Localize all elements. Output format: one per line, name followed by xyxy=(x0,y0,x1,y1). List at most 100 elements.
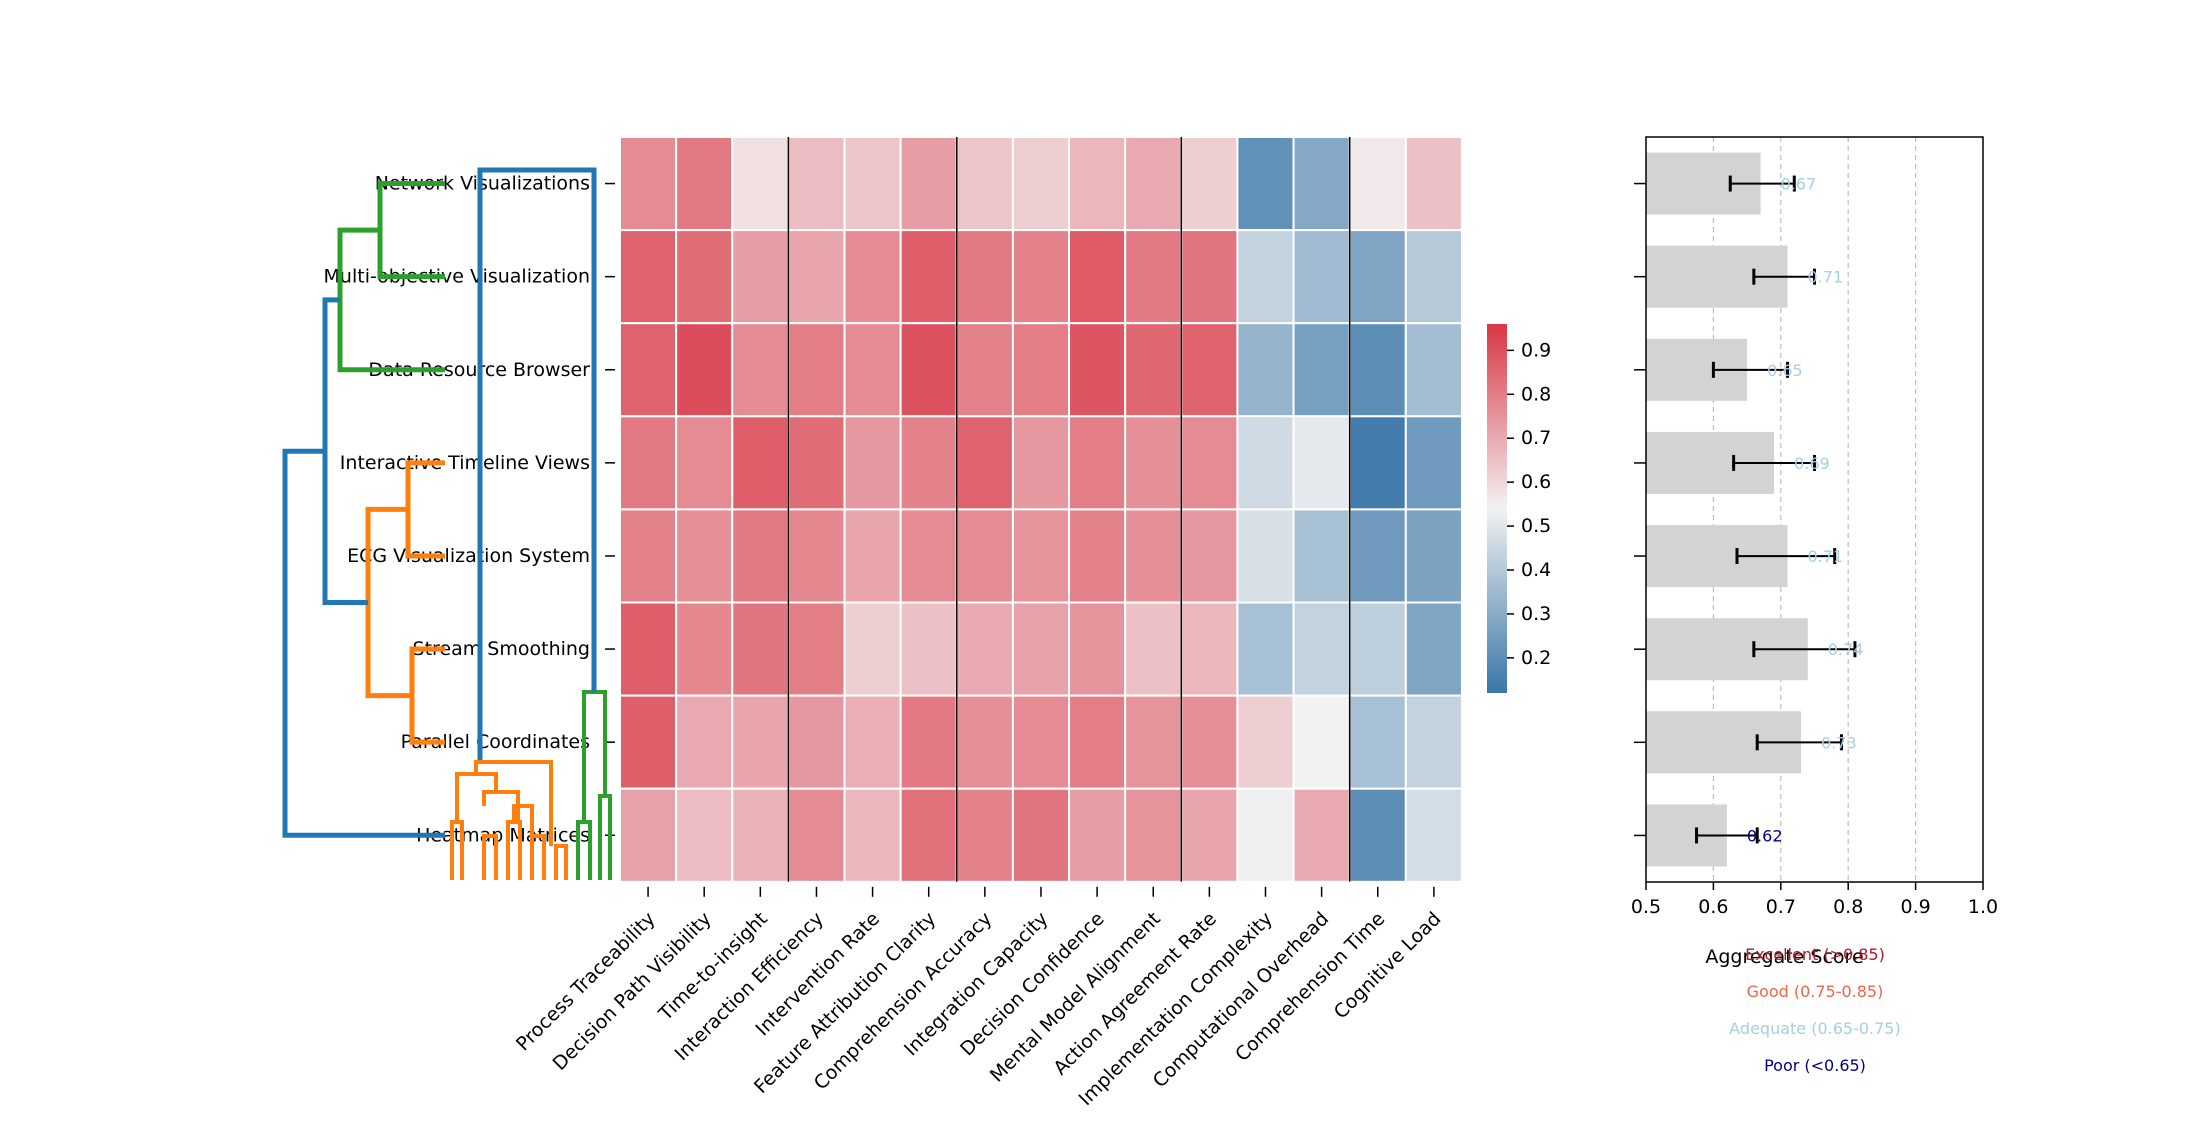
heatmap-cell xyxy=(675,322,734,418)
dendrogram-link xyxy=(405,460,445,559)
heatmap-cell xyxy=(1236,322,1295,418)
heatmap-cell xyxy=(955,508,1014,604)
legend-entry: Adequate (0.65-0.75) xyxy=(1729,1019,1900,1038)
heatmap-cell xyxy=(899,508,958,604)
heatmap-cell xyxy=(675,601,734,697)
column-dendrogram-link xyxy=(482,834,498,880)
dendrogram-link xyxy=(377,181,445,280)
column-dendrogram-link xyxy=(477,167,597,760)
heatmap-cell xyxy=(843,415,902,511)
plot-frame xyxy=(1645,136,1984,883)
heatmap-cell xyxy=(619,601,678,697)
heatmap-cell xyxy=(1348,229,1407,325)
dendrogram-link xyxy=(409,646,445,745)
heatmap-cell xyxy=(1124,508,1183,604)
heatmap-cell xyxy=(1011,508,1071,604)
heatmap-cell xyxy=(619,787,678,883)
x-tick-label: 1.0 xyxy=(1968,896,1998,918)
heatmap-cell xyxy=(619,694,678,790)
column-dendrogram-link xyxy=(554,844,568,880)
heatmap-cell xyxy=(1180,694,1239,790)
heatmap-cell xyxy=(1124,229,1183,325)
heatmap-cell xyxy=(1292,136,1351,232)
heatmap-cell xyxy=(899,229,958,325)
heatmap-cell xyxy=(1180,601,1239,697)
colorbar: 0.2 0.3 0.4 0.5 0.6 0.7 0.8 0.9 xyxy=(1487,324,1551,693)
colorbar-tick-label: 0.3 xyxy=(1521,603,1551,625)
heatmap-cell xyxy=(787,322,846,418)
heatmap-cell xyxy=(1404,508,1463,604)
heatmap-cell xyxy=(899,601,958,697)
heatmap-cell xyxy=(1180,415,1239,511)
heatmap-cell xyxy=(619,322,678,418)
heatmap-cell xyxy=(1124,787,1183,883)
value-label: 0.65 xyxy=(1767,361,1803,380)
heatmap-cell xyxy=(731,322,790,418)
heatmap-cell xyxy=(787,787,846,883)
heatmap-cell xyxy=(731,694,790,790)
dendrogram-link xyxy=(337,227,445,373)
heatmap-cell xyxy=(1011,136,1071,232)
row-dendrogram xyxy=(282,181,445,838)
heatmap-cell xyxy=(1236,694,1295,790)
heatmap-cell xyxy=(899,322,958,418)
aggregate-score-chart: 0.67 0.71 0.65 0.69 0.71 0.74 0.73 0.62 0.5 0.6 0.… xyxy=(1631,136,1998,1075)
heatmap-cell xyxy=(1292,787,1351,883)
heatmap-cell xyxy=(731,601,790,697)
heatmap-cell xyxy=(1292,229,1351,325)
column-dendrogram-link xyxy=(474,760,553,846)
column-dendrogram-link xyxy=(530,834,546,880)
heatmap-cell xyxy=(1236,601,1295,697)
x-tick-label: 0.6 xyxy=(1698,896,1728,918)
heatmap-cell xyxy=(955,229,1014,325)
heatmap-cell xyxy=(1348,322,1407,418)
heatmap-cell xyxy=(1180,508,1239,604)
colorbar-tick-label: 0.4 xyxy=(1521,559,1551,581)
heatmap-cell xyxy=(1404,229,1463,325)
heatmap-cell xyxy=(1124,136,1183,232)
heatmap-cell xyxy=(1348,787,1407,883)
heatmap-cell xyxy=(675,136,734,232)
heatmap-cell xyxy=(787,694,846,790)
column-dendrogram-link xyxy=(455,772,498,822)
legend-entry: Poor (<0.65) xyxy=(1764,1056,1866,1075)
x-tick-label: 0.8 xyxy=(1833,896,1863,918)
heatmap-cell xyxy=(1011,415,1071,511)
heatmap-cell xyxy=(955,322,1014,418)
value-label: 0.74 xyxy=(1828,640,1864,659)
heatmap-cell xyxy=(843,508,902,604)
heatmap-cell xyxy=(843,601,902,697)
heatmap-cell xyxy=(843,136,902,232)
heatmap-cells xyxy=(619,136,1463,883)
heatmap-cell xyxy=(1124,694,1183,790)
heatmap-cell xyxy=(1011,601,1071,697)
heatmap-cell xyxy=(899,787,958,883)
heatmap-cell xyxy=(619,508,678,604)
heatmap-cell xyxy=(1180,229,1239,325)
heatmap-cell xyxy=(675,508,734,604)
heatmap-cell xyxy=(1180,322,1239,418)
heatmap-cell xyxy=(619,229,678,325)
colorbar-tick-label: 0.9 xyxy=(1521,339,1551,361)
dendrogram-link xyxy=(282,448,445,838)
heatmap-cell xyxy=(1292,415,1351,511)
legend-entry: Good (0.75-0.85) xyxy=(1747,982,1884,1001)
row-label: ECG Visualization System xyxy=(347,545,590,567)
x-tick-label: 0.5 xyxy=(1631,896,1661,918)
row-label: Multi-objective Visualization xyxy=(324,266,590,288)
value-label: 0.71 xyxy=(1808,268,1844,287)
x-tick-label: 0.9 xyxy=(1900,896,1930,918)
heatmap-cell xyxy=(1348,136,1407,232)
row-label: Parallel Coordinates xyxy=(401,731,590,753)
heatmap-cell xyxy=(1011,787,1071,883)
heatmap-cell xyxy=(731,415,790,511)
row-label: Stream Smoothing xyxy=(413,638,590,660)
heatmap-cell xyxy=(1348,694,1407,790)
value-label: 0.62 xyxy=(1747,826,1783,845)
heatmap-group-separators xyxy=(787,137,1351,882)
heatmap-cell xyxy=(1011,229,1071,325)
heatmap-cell xyxy=(955,694,1014,790)
heatmap-cell xyxy=(1068,787,1127,883)
column-dendrogram xyxy=(450,167,612,880)
